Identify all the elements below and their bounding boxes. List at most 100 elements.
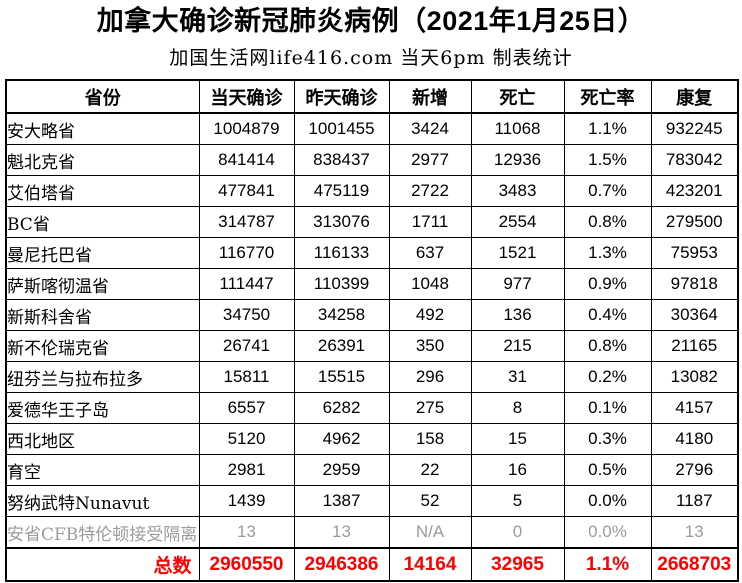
- total-new-cell: 14164: [388, 547, 472, 582]
- col-header-today: 当天确诊: [198, 79, 295, 115]
- rate-cell: 0.3%: [563, 423, 652, 456]
- rate-cell: 0.0%: [563, 485, 652, 518]
- deaths-cell: 16: [470, 454, 565, 487]
- page-title: 加拿大确诊新冠肺炎病例（2021年1月25日）: [96, 6, 646, 36]
- new-cell: N/A: [388, 516, 472, 549]
- table-row: 爱德华王子岛 6557 6282 275 8 0.1% 4157: [5, 392, 739, 425]
- province-cell: 爱德华王子岛: [5, 392, 200, 425]
- recovered-cell: 97818: [650, 268, 739, 301]
- yesterday-cell: 26391: [293, 330, 390, 363]
- new-cell: 637: [388, 237, 472, 270]
- today-cell: 1439: [198, 485, 295, 518]
- new-cell: 350: [388, 330, 472, 363]
- table-row: BC省 314787 313076 1711 2554 0.8% 279500: [5, 206, 739, 239]
- province-cell: 魁北克省: [5, 144, 200, 177]
- table-row: 努纳武特Nunavut 1439 1387 52 5 0.0% 1187: [5, 485, 739, 518]
- yesterday-cell: 116133: [293, 237, 390, 270]
- province-cell: 新不伦瑞克省: [5, 330, 200, 363]
- new-cell: 158: [388, 423, 472, 456]
- deaths-cell: 0: [470, 516, 565, 549]
- today-cell: 6557: [198, 392, 295, 425]
- recovered-cell: 279500: [650, 206, 739, 239]
- new-cell: 492: [388, 299, 472, 332]
- table-row: 萨斯喀彻温省 111447 110399 1048 977 0.9% 97818: [5, 268, 739, 301]
- deaths-cell: 5: [470, 485, 565, 518]
- total-rate-cell: 1.1%: [563, 547, 652, 582]
- deaths-cell: 11068: [470, 112, 565, 146]
- source-subtitle: 加国生活网life416.com 当天6pm 制表统计: [169, 47, 573, 70]
- rate-cell: 0.8%: [563, 330, 652, 363]
- col-header-province: 省份: [5, 79, 200, 115]
- deaths-cell: 215: [470, 330, 565, 363]
- today-cell: 2981: [198, 454, 295, 487]
- col-header-rate: 死亡率: [563, 79, 652, 115]
- today-cell: 26741: [198, 330, 295, 363]
- recovered-cell: 30364: [650, 299, 739, 332]
- table-row: 魁北克省 841414 838437 2977 12936 1.5% 783042: [5, 144, 739, 177]
- recovered-cell: 13: [650, 516, 739, 549]
- deaths-cell: 2554: [470, 206, 565, 239]
- deaths-cell: 8: [470, 392, 565, 425]
- new-cell: 2722: [388, 175, 472, 208]
- rate-cell: 0.5%: [563, 454, 652, 487]
- province-cell: 曼尼托巴省: [5, 237, 200, 270]
- yesterday-cell: 13: [293, 516, 390, 549]
- yesterday-cell: 6282: [293, 392, 390, 425]
- total-yesterday-cell: 2946386: [293, 547, 390, 582]
- col-header-yesterday: 昨天确诊: [293, 79, 390, 115]
- header-row: 省份 当天确诊 昨天确诊 新增 死亡 死亡率 康复: [5, 79, 739, 115]
- rate-cell: 0.8%: [563, 206, 652, 239]
- province-cell: 安大略省: [5, 112, 200, 146]
- yesterday-cell: 838437: [293, 144, 390, 177]
- total-row: 总数 2960550 2946386 14164 32965 1.1% 2668…: [5, 547, 739, 582]
- recovered-cell: 783042: [650, 144, 739, 177]
- today-cell: 477841: [198, 175, 295, 208]
- col-header-recovered: 康复: [650, 79, 739, 115]
- yesterday-cell: 1387: [293, 485, 390, 518]
- today-cell: 34750: [198, 299, 295, 332]
- today-cell: 1004879: [198, 112, 295, 146]
- yesterday-cell: 4962: [293, 423, 390, 456]
- new-cell: 2977: [388, 144, 472, 177]
- rate-cell: 1.5%: [563, 144, 652, 177]
- new-cell: 275: [388, 392, 472, 425]
- yesterday-cell: 313076: [293, 206, 390, 239]
- total-deaths-cell: 32965: [470, 547, 565, 582]
- province-cell: 萨斯喀彻温省: [5, 268, 200, 301]
- recovered-cell: 4157: [650, 392, 739, 425]
- yesterday-cell: 110399: [293, 268, 390, 301]
- province-cell: BC省: [5, 206, 200, 239]
- table-row: 新不伦瑞克省 26741 26391 350 215 0.8% 21165: [5, 330, 739, 363]
- total-today-cell: 2960550: [198, 547, 295, 582]
- yesterday-cell: 1001455: [293, 112, 390, 146]
- new-cell: 1048: [388, 268, 472, 301]
- new-cell: 1711: [388, 206, 472, 239]
- recovered-cell: 2796: [650, 454, 739, 487]
- new-cell: 296: [388, 361, 472, 394]
- today-cell: 314787: [198, 206, 295, 239]
- today-cell: 15811: [198, 361, 295, 394]
- table-header: 省份 当天确诊 昨天确诊 新增 死亡 死亡率 康复: [5, 79, 739, 115]
- table-row: 安省CFB特伦顿接受隔离 13 13 N/A 0 0.0% 13: [5, 516, 739, 549]
- yesterday-cell: 475119: [293, 175, 390, 208]
- col-header-new: 新增: [388, 79, 472, 115]
- covid-stats-table: 省份 当天确诊 昨天确诊 新增 死亡 死亡率 康复 安大略省 1004879 100…: [5, 79, 739, 583]
- recovered-cell: 423201: [650, 175, 739, 208]
- province-cell: 纽芬兰与拉布拉多: [5, 361, 200, 394]
- rate-cell: 0.9%: [563, 268, 652, 301]
- rate-cell: 0.1%: [563, 392, 652, 425]
- table-row: 育空 2981 2959 22 16 0.5% 2796: [5, 454, 739, 487]
- total-label: 总数: [5, 547, 200, 582]
- table-footer: 总数 2960550 2946386 14164 32965 1.1% 2668…: [5, 547, 739, 582]
- today-cell: 111447: [198, 268, 295, 301]
- province-cell: 安省CFB特伦顿接受隔离: [5, 516, 200, 549]
- table-row: 纽芬兰与拉布拉多 15811 15515 296 31 0.2% 13082: [5, 361, 739, 394]
- province-cell: 育空: [5, 454, 200, 487]
- rate-cell: 0.7%: [563, 175, 652, 208]
- recovered-cell: 4180: [650, 423, 739, 456]
- deaths-cell: 31: [470, 361, 565, 394]
- yesterday-cell: 34258: [293, 299, 390, 332]
- province-cell: 新斯科舍省: [5, 299, 200, 332]
- rate-cell: 0.0%: [563, 516, 652, 549]
- table-row: 新斯科舍省 34750 34258 492 136 0.4% 30364: [5, 299, 739, 332]
